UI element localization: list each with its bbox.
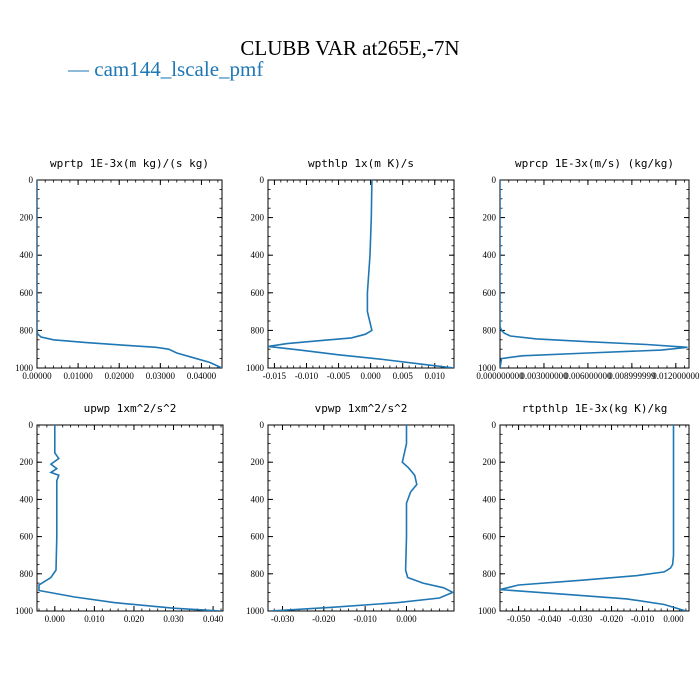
- y-tick-label: 0: [492, 175, 497, 185]
- y-tick-label: 600: [20, 288, 34, 298]
- series-line: [37, 180, 222, 368]
- y-tick-label: 800: [483, 569, 497, 579]
- y-tick-label: 1000: [246, 363, 265, 373]
- y-tick-label: 200: [20, 213, 34, 223]
- y-tick-label: 0: [29, 175, 34, 185]
- x-tick-label: -0.030: [569, 614, 593, 624]
- y-tick-label: 200: [20, 457, 34, 467]
- y-tick-label: 0: [260, 420, 265, 430]
- x-tick-label: 0.000000000: [476, 371, 524, 381]
- y-tick-label: 800: [20, 569, 34, 579]
- legend-entry: — cam144_lscale_pmf: [68, 57, 264, 81]
- y-tick-label: 400: [20, 250, 34, 260]
- y-tick-label: 0: [260, 175, 265, 185]
- x-tick-label: 0.012000000: [652, 371, 700, 381]
- x-tick-label: -0.020: [600, 614, 624, 624]
- y-tick-label: 800: [251, 569, 265, 579]
- x-tick-label: 0.00000: [22, 371, 52, 381]
- x-tick-label: -0.010: [354, 614, 378, 624]
- subplot-3: wprcp 1E-3x(m/s) (kg/kg) 0 200 400 600 800 100…: [476, 157, 700, 381]
- x-tick-label: 0.008999999: [608, 371, 656, 381]
- x-tick-label: 0.01000: [63, 371, 93, 381]
- y-tick-label: 600: [20, 532, 34, 542]
- subplot-title: vpwp 1xm^2/s^2: [315, 402, 408, 415]
- x-tick-label: -0.010: [631, 614, 655, 624]
- subplot-title: wpthlp 1x(m K)/s: [308, 157, 414, 170]
- x-tick-label: -0.020: [312, 614, 336, 624]
- x-tick-label: 0.010: [84, 614, 105, 624]
- subplot-1: wprtp 1E-3x(m kg)/(s kg) 0 200 400 600 800 100…: [15, 157, 223, 381]
- x-tick-label: 0.010: [425, 371, 446, 381]
- plot-frame: [36, 424, 224, 612]
- y-tick-label: 400: [483, 494, 497, 504]
- subplot-5: vpwp 1xm^2/s^2 0 200 400 600 800 1000 -0.030 -0.…: [246, 402, 455, 624]
- x-tick-label: 0.020: [124, 614, 145, 624]
- y-tick-label: 600: [483, 288, 497, 298]
- plot-frame: [267, 179, 455, 369]
- x-tick-label: 0.006000000: [564, 371, 612, 381]
- series-line: [270, 425, 454, 611]
- subplot-2: wpthlp 1x(m K)/s02004006008001000-0.015-…: [246, 157, 455, 381]
- x-tick-label: -0.030: [271, 614, 295, 624]
- subplot-title: rtpthlp 1E-3x(kg K)/kg: [522, 402, 668, 415]
- y-tick-label: 400: [251, 250, 265, 260]
- x-tick-label: 0.003000000: [520, 371, 568, 381]
- subplot-6: rtpthlp 1E-3x(kg K)/kg02004006008001000-…: [478, 402, 690, 624]
- y-tick-label: 400: [483, 250, 497, 260]
- y-tick-label: 200: [251, 213, 265, 223]
- x-tick-label: -0.040: [538, 614, 562, 624]
- x-tick-label: 0.000: [45, 614, 66, 624]
- x-tick-label: 0.000: [360, 371, 381, 381]
- subplot-4: upwp 1xm^2/s^2 0 200 400 600 800 1000 0.000 0.01…: [15, 402, 224, 624]
- x-tick-label: 0.040: [203, 614, 224, 624]
- y-tick-label: 200: [483, 213, 497, 223]
- y-tick-label: 400: [251, 494, 265, 504]
- y-tick-label: 800: [251, 325, 265, 335]
- y-tick-label: 800: [20, 325, 34, 335]
- series-line: [500, 180, 688, 368]
- x-tick-label: -0.010: [295, 371, 319, 381]
- x-tick-label: -0.015: [263, 371, 287, 381]
- y-tick-label: 0: [29, 420, 34, 430]
- series-line: [268, 180, 454, 368]
- subplot-title: wprcp 1E-3x(m/s) (kg/kg): [515, 157, 674, 170]
- x-tick-label: 0.04000: [187, 371, 217, 381]
- y-tick-label: 1000: [478, 606, 497, 616]
- y-tick-label: 200: [251, 457, 265, 467]
- y-tick-label: 200: [483, 457, 497, 467]
- plot-frame: [499, 424, 690, 612]
- chart-title: CLUBB VAR at265E,-7N: [240, 36, 460, 60]
- x-tick-label: 0.03000: [146, 371, 176, 381]
- series-line: [38, 425, 222, 611]
- y-tick-label: 600: [251, 288, 265, 298]
- x-tick-label: 0.000: [396, 614, 417, 624]
- y-tick-label: 600: [251, 532, 265, 542]
- y-tick-label: 1000: [15, 363, 34, 373]
- y-tick-label: 1000: [15, 606, 34, 616]
- y-tick-label: 1000: [478, 363, 497, 373]
- y-tick-label: 0: [492, 420, 497, 430]
- y-tick-label: 800: [483, 325, 497, 335]
- y-tick-label: 400: [20, 494, 34, 504]
- series-line: [500, 425, 687, 611]
- subplot-title: wprtp 1E-3x(m kg)/(s kg): [50, 157, 209, 170]
- y-tick-label: 1000: [246, 606, 265, 616]
- x-tick-label: -0.005: [327, 371, 351, 381]
- plot-frame: [499, 179, 690, 369]
- y-tick-label: 600: [483, 532, 497, 542]
- plot-frame: [36, 179, 223, 369]
- x-tick-label: -0.050: [507, 614, 531, 624]
- x-tick-label: 0.000: [663, 614, 684, 624]
- x-tick-label: 0.02000: [105, 371, 135, 381]
- x-tick-label: 0.005: [393, 371, 414, 381]
- x-tick-label: 0.030: [163, 614, 184, 624]
- subplot-title: upwp 1xm^2/s^2: [84, 402, 177, 415]
